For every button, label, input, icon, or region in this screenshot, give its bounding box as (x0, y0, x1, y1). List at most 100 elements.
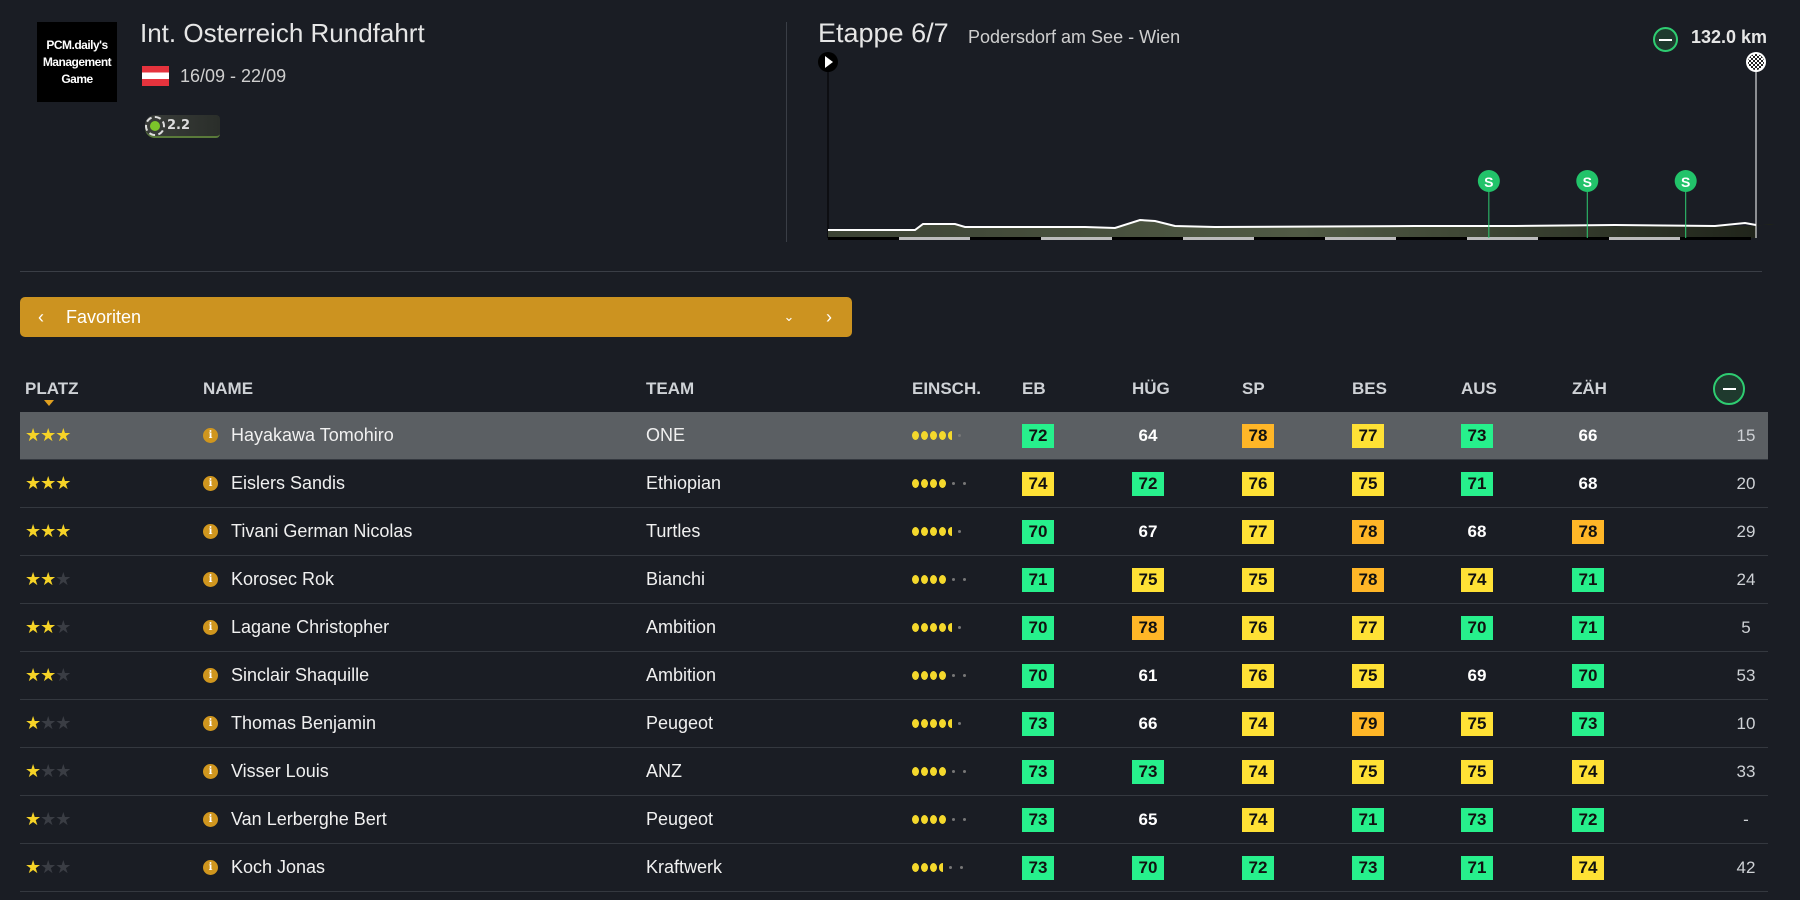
rating-dots (912, 748, 970, 795)
next-chevron-icon[interactable]: › (826, 306, 832, 327)
rider-name[interactable]: Van Lerberghe Bert (231, 809, 387, 829)
col-hug[interactable]: HÜG (1132, 379, 1170, 398)
sprint-label: S (1681, 174, 1690, 190)
stat-zah: 70 (1572, 663, 1604, 688)
rating-dots (912, 604, 965, 651)
stat-eb: 73 (1022, 759, 1054, 784)
favorite-stars: ★ ★ ★ (25, 604, 71, 651)
info-icon[interactable]: i (203, 812, 218, 827)
table-row[interactable]: ★ ★ ★ i Lagane Christopher Ambition 70 78 76 7… (20, 604, 1768, 652)
sprint-marker[interactable]: S (1576, 170, 1599, 238)
favorite-stars: ★ ★ ★ (25, 748, 71, 795)
col-stage-result[interactable] (1713, 370, 1745, 408)
col-bes[interactable]: BES (1352, 379, 1387, 398)
star-icon: ★ (25, 617, 41, 637)
rider-name[interactable]: Tivani German Nicolas (231, 521, 413, 541)
rider-name[interactable]: Koch Jonas (231, 857, 326, 877)
stat-eb: 73 (1022, 807, 1054, 832)
star-icon: ★ (25, 473, 41, 493)
info-icon[interactable]: i (203, 428, 218, 443)
info-icon[interactable]: i (203, 668, 218, 683)
rider-name[interactable]: Hayakawa Tomohiro (231, 425, 394, 445)
info-icon[interactable]: i (203, 860, 218, 875)
prev-chevron-icon[interactable]: ‹ (38, 306, 44, 327)
star-icon: ★ (40, 425, 56, 445)
stat-eb: 72 (1022, 423, 1054, 448)
star-icon: ★ (55, 569, 71, 589)
table-row[interactable]: ★ ★ ★ i Tivani German Nicolas Turtles 70 67 7… (20, 508, 1768, 556)
col-einsch[interactable]: EINSCH. (912, 379, 981, 398)
austria-flag-icon (142, 66, 169, 86)
rating-dots (912, 796, 970, 843)
rider-team: Peugeot (646, 713, 714, 733)
favorite-stars: ★ ★ ★ (25, 796, 71, 843)
stage-result: - (1743, 809, 1749, 829)
table-row[interactable]: ★ ★ ★ i Korosec Rok Bianchi 71 75 75 78 74 71 24 (20, 556, 1768, 604)
stat-zah: 71 (1572, 615, 1604, 640)
table-header: PLATZ NAME TEAM EINSCH. EB HÜG SP BES AU… (20, 370, 1768, 408)
stat-sp: 74 (1242, 711, 1274, 736)
info-icon[interactable]: i (203, 572, 218, 587)
stage-route: Podersdorf am See - Wien (968, 27, 1181, 47)
rider-name[interactable]: Korosec Rok (231, 569, 335, 589)
star-icon: ★ (25, 713, 41, 733)
table-row[interactable]: ★ ★ ★ i Koch Jonas Kraftwerk 73 70 72 73 71 74 42 (20, 844, 1768, 892)
stat-hug: 73 (1132, 759, 1164, 784)
stat-zah: 74 (1572, 855, 1604, 880)
header-divider (786, 22, 787, 242)
stat-hug: 78 (1132, 615, 1164, 640)
race-category-badge: 2.2 (145, 115, 220, 138)
info-icon[interactable]: i (203, 524, 218, 539)
rider-team: Peugeot (646, 809, 714, 829)
sprint-marker[interactable]: S (1477, 170, 1500, 238)
stat-sp: 74 (1242, 807, 1274, 832)
km-tick (1325, 237, 1396, 240)
table-row[interactable]: ★ ★ ★ i Eislers Sandis Ethiopian 74 72 76 75 71… (20, 460, 1768, 508)
filter-selector[interactable]: ‹ Favoriten ⌄ › (20, 297, 852, 337)
star-icon: ★ (55, 713, 71, 733)
star-icon: ★ (40, 761, 56, 781)
rider-name[interactable]: Visser Louis (231, 761, 329, 781)
rider-name[interactable]: Sinclair Shaquille (231, 665, 370, 685)
info-icon[interactable]: i (203, 764, 218, 779)
rider-name[interactable]: Lagane Christopher (231, 617, 390, 637)
star-icon: ★ (25, 521, 41, 541)
col-aus[interactable]: AUS (1461, 379, 1497, 398)
col-sp[interactable]: SP (1242, 379, 1265, 398)
star-icon: ★ (55, 665, 71, 685)
star-icon: ★ (40, 713, 56, 733)
col-zah[interactable]: ZÄH (1572, 379, 1607, 398)
col-eb[interactable]: EB (1022, 379, 1046, 398)
favorite-stars: ★ ★ ★ (25, 556, 71, 603)
rating-dots (912, 412, 965, 459)
table-row[interactable]: ★ ★ ★ i Sinclair Shaquille Ambition 70 61 76 7… (20, 652, 1768, 700)
chevron-down-icon[interactable]: ⌄ (783, 309, 795, 324)
table-row[interactable]: ★ ★ ★ i Visser Louis ANZ 73 73 74 75 75 74 33 (20, 748, 1768, 796)
rider-name[interactable]: Thomas Benjamin (231, 713, 377, 733)
table-row[interactable]: ★ ★ ★ i Van Lerberghe Bert Peugeot 73 65 74 71… (20, 796, 1768, 844)
info-icon[interactable]: i (203, 476, 218, 491)
km-tick (1041, 237, 1112, 240)
col-team[interactable]: TEAM (646, 379, 695, 398)
stat-sp: 74 (1242, 759, 1274, 784)
info-icon[interactable]: i (203, 716, 218, 731)
col-name[interactable]: NAME (203, 379, 254, 398)
stat-aus: 71 (1461, 471, 1493, 496)
favorite-stars: ★ ★ ★ (25, 652, 71, 699)
stat-aus: 71 (1461, 855, 1493, 880)
rider-name[interactable]: Eislers Sandis (231, 473, 346, 493)
col-platz[interactable]: PLATZ (25, 379, 79, 398)
star-icon: ★ (40, 857, 56, 877)
table-row[interactable]: ★ ★ ★ i Thomas Benjamin Peugeot 73 66 74 79 75 7… (20, 700, 1768, 748)
stat-hug: 67 (1138, 521, 1158, 541)
star-icon: ★ (40, 569, 56, 589)
info-icon[interactable]: i (203, 620, 218, 635)
riders-table: ★ ★ ★ i Hayakawa Tomohiro ONE 72 64 78 77 73 66 1… (20, 412, 1768, 892)
table-row[interactable]: ★ ★ ★ i Hayakawa Tomohiro ONE 72 64 78 77 73 66 1… (20, 412, 1768, 460)
star-icon: ★ (55, 617, 71, 637)
sprint-marker[interactable]: S (1674, 170, 1697, 238)
logo-text: PCM.daily's Management Game (42, 37, 112, 86)
stat-aus: 73 (1461, 423, 1493, 448)
km-tick (1396, 237, 1467, 240)
